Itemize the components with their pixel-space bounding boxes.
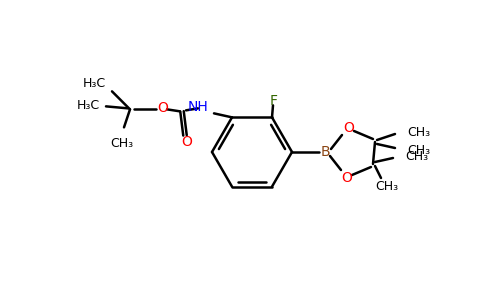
- Text: CH₃: CH₃: [407, 125, 430, 139]
- Text: CH₃: CH₃: [405, 149, 428, 163]
- Text: O: O: [344, 121, 354, 135]
- Text: CH₃: CH₃: [376, 179, 398, 193]
- Text: O: O: [182, 135, 193, 149]
- Text: O: O: [342, 171, 352, 185]
- Text: CH₃: CH₃: [407, 143, 430, 157]
- Text: CH₃: CH₃: [110, 137, 134, 150]
- Text: O: O: [158, 101, 168, 116]
- Text: H₃C: H₃C: [82, 77, 106, 90]
- Text: H₃C: H₃C: [76, 99, 100, 112]
- Text: F: F: [270, 94, 278, 108]
- Text: B: B: [320, 145, 330, 159]
- Text: NH: NH: [187, 100, 208, 114]
